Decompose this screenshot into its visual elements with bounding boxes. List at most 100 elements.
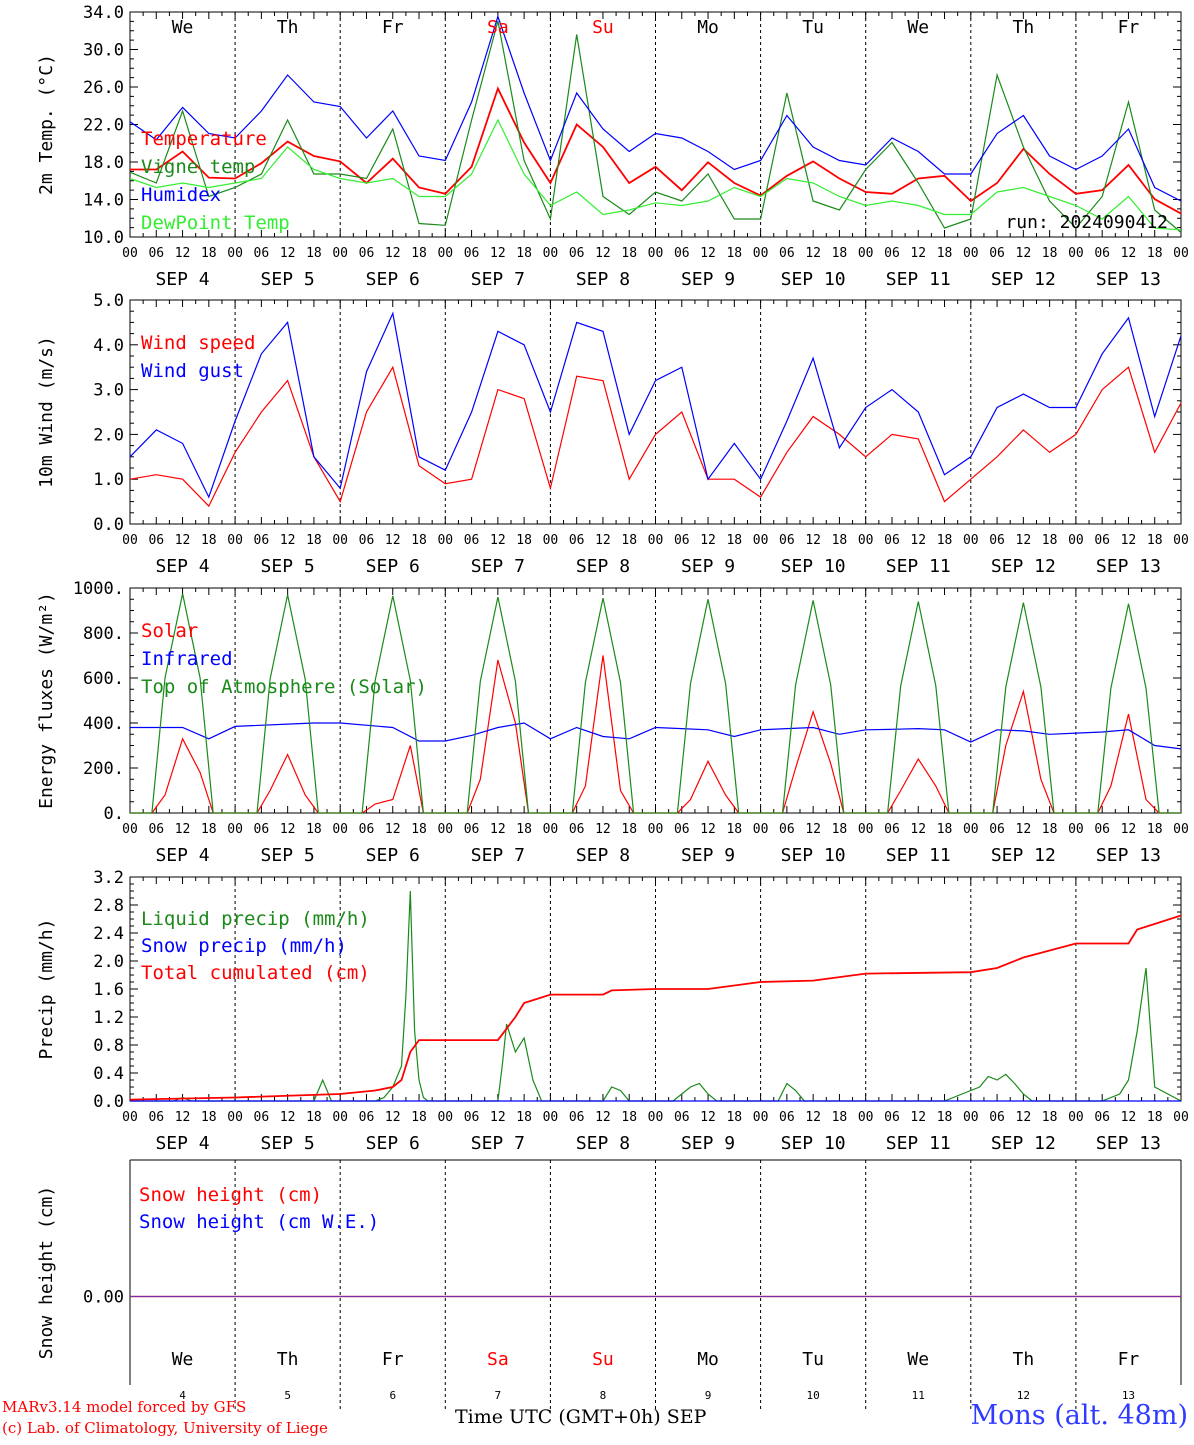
x-date-label: SEP 6 [366,845,420,866]
y-tick-label: 5.0 [93,291,124,311]
x-date-label: SEP 10 [781,269,846,290]
day-number-label: 10 [807,1389,820,1402]
x-hour-label: 18 [306,822,322,837]
x-hour-label: 12 [1121,1110,1137,1125]
panel-4: Precip (mm/h) [36,876,1182,1102]
x-axis-title-text: Time UTC (GMT+0h) [455,1406,661,1428]
y-tick-label: 0.0 [93,1092,124,1112]
x-hour-label: 06 [254,533,270,548]
y-tick-label: 1.0 [93,470,124,490]
x-date-label: SEP 5 [261,1133,315,1154]
weekday-label: Th [277,1349,299,1370]
x-date-label: SEP 7 [471,556,525,577]
x-date-label: SEP 7 [471,1133,525,1154]
x-date-label: SEP 9 [681,1133,735,1154]
x-hour-label: 00 [1173,246,1189,261]
x-hour-label: 12 [700,1110,716,1125]
x-hour-label: 06 [254,246,270,261]
x-date-label: SEP 4 [155,556,209,577]
x-hour-label: 18 [306,246,322,261]
x-hour-label: 00 [543,1110,559,1125]
y-axis-title: 2m Temp. (°C) [36,54,57,195]
x-hour-label: 12 [490,246,506,261]
legend-entry: Top of Atmosphere (Solar) [141,676,427,698]
y-tick-label: 34.0 [83,3,124,23]
x-hour-label: 00 [963,533,979,548]
x-hour-label: 06 [569,1110,585,1125]
x-hour-label: 00 [332,822,348,837]
x-hour-label: 06 [359,822,375,837]
run-annotation: run: 2024090412 [1005,212,1168,233]
x-hour-label: 00 [543,822,559,837]
x-hour-label: 12 [1016,246,1032,261]
x-hour-label: 18 [1042,1110,1058,1125]
legend-entry: Liquid precip (mm/h) [141,908,370,930]
y-tick-label: 10.0 [83,228,124,248]
x-hour-label: 18 [1147,822,1163,837]
x-hour-label: 12 [385,533,401,548]
weekday-label: Tu [802,1349,824,1370]
x-hour-label: 00 [227,246,243,261]
x-hour-label: 12 [805,246,821,261]
weekday-label: Fr [1118,17,1140,38]
x-hour-label: 00 [1068,533,1084,548]
x-hour-label: 00 [858,1110,874,1125]
panel-2: 10m Wind (m/s) [36,299,1182,525]
weekday-label: Fr [382,17,404,38]
x-hour-label: 06 [989,1110,1005,1125]
weekday-label: We [172,1349,194,1370]
x-date-label: SEP 11 [886,1133,951,1154]
legend-entry: Solar [141,620,198,642]
y-axis-title: Precip (mm/h) [36,919,57,1060]
panel-3: Energy fluxes (W/m²) [36,587,1182,814]
y-tick-label: 14.0 [83,191,124,211]
x-hour-label: 18 [832,1110,848,1125]
x-hour-label: 00 [227,1110,243,1125]
weekday-label: Tu [802,17,824,38]
x-hour-label: 18 [621,246,637,261]
x-date-label: SEP 13 [1096,845,1161,866]
weekday-label: Th [277,17,299,38]
legend-entry: Vigne temp [141,156,255,178]
legend-entry: Infrared [141,648,233,670]
day-number-label: 7 [495,1389,502,1402]
x-hour-label: 06 [464,822,480,837]
x-hour-label: 12 [910,246,926,261]
x-hour-label: 18 [726,822,742,837]
x-hour-label: 06 [464,533,480,548]
x-hour-label: 00 [227,533,243,548]
x-hour-label: 18 [306,533,322,548]
x-hour-label: 00 [437,1110,453,1125]
x-date-label: SEP 6 [366,269,420,290]
x-hour-label: 06 [359,533,375,548]
x-hour-label: 00 [648,822,664,837]
x-hour-label: 18 [201,1110,217,1125]
y-tick-label: 2.0 [93,425,124,445]
y-tick-label: 0.00 [83,1288,124,1308]
day-number-label: 5 [284,1389,291,1402]
x-hour-label: 18 [832,246,848,261]
x-hour-label: 06 [148,246,164,261]
x-date-label: SEP 13 [1096,269,1161,290]
x-hour-label: 06 [569,533,585,548]
credit-model: MARv3.14 model forced by GFS [2,1398,247,1416]
x-hour-label: 00 [437,822,453,837]
x-hour-label: 06 [989,822,1005,837]
legend-entry: Snow height (cm) [139,1184,322,1206]
day-number-label: 12 [1017,1389,1030,1402]
x-hour-label: 00 [227,822,243,837]
x-hour-label: 12 [175,246,191,261]
x-hour-label: 00 [122,822,138,837]
legend-entry: DewPoint Temp [141,212,290,234]
x-hour-label: 12 [1016,1110,1032,1125]
x-date-label: SEP 8 [576,845,630,866]
x-hour-label: 00 [1068,822,1084,837]
x-hour-label: 12 [280,822,296,837]
y-tick-label: 22.0 [83,116,124,136]
x-hour-label: 06 [674,1110,690,1125]
x-hour-label: 12 [910,1110,926,1125]
panel-frame [129,299,1182,525]
x-hour-label: 12 [1121,533,1137,548]
y-tick-label: 0. [104,804,124,824]
